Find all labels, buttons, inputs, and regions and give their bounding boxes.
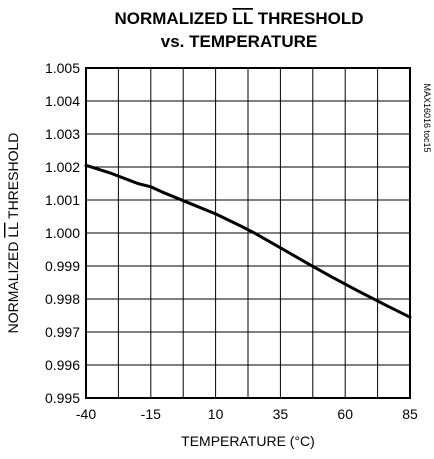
chart-title-prefix: NORMALIZED [114, 9, 232, 28]
chart-title-suffix: THRESHOLD [253, 9, 364, 28]
x-tick-label: -15 [141, 406, 161, 422]
y-axis-label-overline-signal: LL [5, 222, 21, 238]
chart-title-line-2: vs. TEMPERATURE [161, 32, 318, 51]
grid [85, 67, 411, 399]
y-tick-label: 0.999 [45, 258, 80, 274]
y-tick-label: 1.001 [45, 192, 80, 208]
y-tick-labels: 1.005 1.004 1.003 1.002 1.001 1.000 0.999 0.998… [45, 60, 80, 406]
series-line [84, 163, 412, 319]
y-tick-label: 0.996 [45, 357, 80, 373]
x-tick-label: 85 [402, 406, 418, 422]
part-number-note: MAX16016 toc15 [422, 83, 432, 152]
y-tick-label: 1.000 [45, 225, 80, 241]
x-tick-label: 60 [337, 406, 353, 422]
y-tick-label: 1.002 [45, 159, 80, 175]
x-axis-label: TEMPERATURE (°C) [181, 433, 315, 449]
x-tick-label: -40 [76, 406, 96, 422]
y-tick-label: 1.004 [45, 93, 80, 109]
x-tick-labels: -40 -15 10 35 60 85 [76, 406, 418, 422]
plot-frame [85, 67, 411, 399]
x-tick-label: 10 [208, 406, 224, 422]
y-tick-label: 0.997 [45, 324, 80, 340]
y-axis-label: NORMALIZED LL THRESHOLD [5, 133, 21, 334]
y-axis-label-prefix: NORMALIZED [5, 238, 21, 334]
y-axis-label-suffix: THRESHOLD [5, 133, 21, 223]
y-tick-label: 1.005 [45, 60, 80, 76]
y-tick-label: 1.003 [45, 126, 80, 142]
chart-title-line-1: NORMALIZED LL THRESHOLD [114, 9, 363, 28]
chart-title-overline-signal: LL [233, 9, 253, 28]
x-tick-label: 35 [273, 406, 289, 422]
y-tick-label: 0.995 [45, 390, 80, 406]
y-tick-label: 0.998 [45, 291, 80, 307]
